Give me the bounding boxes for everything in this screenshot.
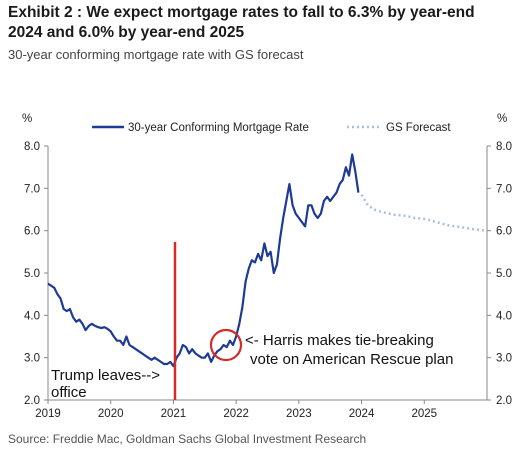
legend-label-forecast: GS Forecast [386,122,451,134]
y-right-unit-label: % [497,113,507,125]
y-tick-label-left: 3.0 [24,353,40,365]
annotation-harris-line2: vote on American Rescue plan [250,351,453,368]
annotation-harris-circle [209,328,243,362]
y-tick-label-left: 4.0 [24,310,40,322]
y-tick-label-right: 7.0 [496,183,512,195]
chart-title: Exhibit 2 : We expect mortgage rates to … [8,4,475,41]
x-tick-label: 2024 [349,408,375,420]
series-line-forecast [360,194,488,232]
y-tick-label-right: 4.0 [496,310,512,322]
x-tick-label: 2022 [223,408,249,420]
legend-label-actual: 30-year Conforming Mortgage Rate [128,122,309,134]
y-tick-label-right: 5.0 [496,268,512,280]
y-left-unit-label: % [22,113,32,125]
y-tick-label-right: 8.0 [496,141,512,153]
annotation-harris-line1: <- Harris makes tie-breaking [245,332,434,349]
annotation-trump-line1: Trump leaves--> [51,367,160,384]
y-tick-label-right: 6.0 [496,226,512,238]
source-note: Source: Freddie Mac, Goldman Sachs Globa… [8,432,367,446]
x-tick-label: 2019 [35,408,61,420]
chart-subtitle: 30-year conforming mortgage rate with GS… [8,47,304,62]
x-tick-label: 2025 [411,408,437,420]
y-tick-label-left: 5.0 [24,268,40,280]
series-line-actual [47,153,360,368]
y-tick-label-left: 8.0 [24,141,40,153]
x-tick-label: 2020 [98,408,124,420]
x-tick-label: 2021 [161,408,187,420]
y-tick-label-right: 3.0 [496,353,512,365]
annotation-trump-line2: office [51,384,87,401]
y-tick-label-left: 6.0 [24,226,40,238]
y-tick-label-left: 2.0 [24,395,40,407]
x-tick-label: 2023 [286,408,312,420]
y-tick-label-left: 7.0 [24,183,40,195]
y-tick-label-right: 2.0 [496,395,512,407]
